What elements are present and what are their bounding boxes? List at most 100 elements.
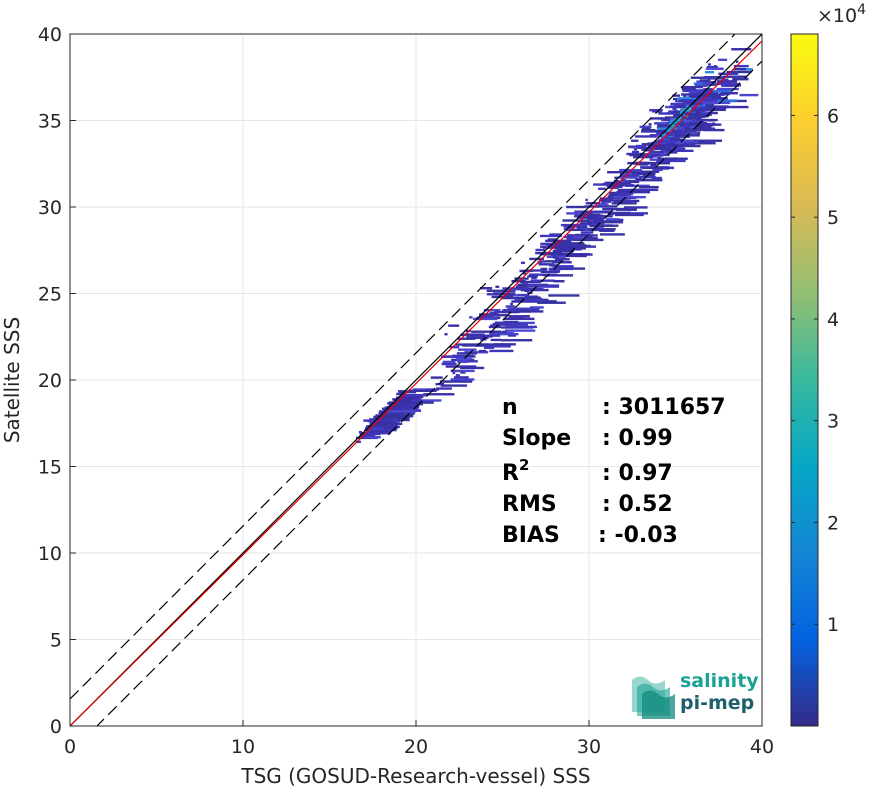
density-cell — [554, 247, 586, 250]
density-cell — [641, 128, 656, 132]
density-cell — [538, 300, 557, 303]
density-cell — [466, 336, 489, 340]
density-cell — [693, 139, 723, 142]
density-cell — [650, 163, 657, 167]
density-cell — [552, 242, 585, 245]
density-cell — [547, 238, 557, 241]
density-cell — [587, 217, 605, 221]
density-cell — [469, 316, 473, 319]
density-cell — [717, 99, 738, 102]
density-cell — [435, 382, 445, 386]
density-cell — [708, 63, 712, 66]
density-cell — [641, 127, 651, 131]
density-cell — [653, 140, 678, 143]
density-cell — [699, 79, 710, 82]
density-cell — [633, 155, 654, 159]
density-cell — [412, 388, 433, 391]
y-tick-label: 35 — [38, 111, 62, 133]
density-cell — [658, 157, 688, 160]
density-cell — [566, 225, 575, 228]
density-cell — [378, 417, 395, 421]
density-cell — [616, 190, 626, 194]
density-cell — [460, 333, 467, 337]
density-cell — [623, 206, 648, 209]
density-cell — [636, 179, 663, 182]
density-cell — [671, 110, 682, 113]
density-cell — [370, 431, 375, 434]
density-cell — [442, 360, 456, 364]
density-cell — [672, 94, 681, 97]
density-cell — [520, 285, 529, 288]
y-tick-label: 30 — [38, 197, 62, 219]
density-cell — [703, 76, 723, 79]
density-cell — [598, 199, 628, 202]
density-cell — [687, 88, 696, 92]
density-cell — [517, 294, 529, 297]
density-cell — [508, 315, 530, 318]
density-cell — [664, 116, 684, 119]
density-cell — [644, 148, 653, 152]
density-cell — [478, 349, 487, 353]
density-cell — [355, 440, 361, 444]
density-cell-core — [673, 121, 678, 124]
density-cell — [640, 130, 664, 133]
density-cell — [629, 153, 646, 157]
density-cell — [658, 112, 675, 115]
density-cell — [697, 100, 722, 103]
density-cell — [688, 109, 704, 112]
density-cell-core — [676, 118, 681, 121]
density-cell — [676, 144, 701, 148]
stat-label-superscript: 2 — [519, 456, 529, 474]
density-cell — [625, 170, 629, 173]
density-cell — [396, 392, 406, 396]
density-cell — [566, 237, 585, 240]
density-cell — [733, 67, 747, 71]
density-cell — [464, 333, 485, 336]
density-cell — [690, 76, 710, 79]
density-cell — [400, 390, 410, 394]
density-cell — [379, 410, 384, 414]
density-cell — [713, 65, 717, 68]
density-cell — [457, 360, 469, 364]
stat-value: : -0.03 — [598, 523, 678, 548]
density-cell — [575, 233, 591, 237]
density-cell — [688, 102, 703, 106]
density-cell — [450, 378, 475, 381]
density-cell — [547, 252, 558, 256]
density-cell — [688, 92, 705, 96]
density-cell — [365, 429, 369, 432]
density-cell — [369, 419, 373, 422]
density-cell — [575, 238, 604, 242]
y-tick-label: 0 — [50, 716, 62, 738]
x-tick-label: 30 — [577, 736, 601, 758]
density-cell — [672, 142, 696, 146]
density-cell — [513, 307, 533, 311]
density-cell — [566, 205, 586, 209]
density-cell — [654, 144, 683, 147]
density-cell — [639, 125, 652, 129]
density-cell — [567, 233, 572, 237]
density-cell — [620, 199, 631, 202]
density-cell — [654, 167, 670, 170]
colorbar-tick-label: 6 — [827, 105, 839, 127]
density-cell — [607, 186, 619, 189]
density-cell — [601, 200, 612, 203]
density-cell — [539, 234, 562, 238]
density-cell — [527, 275, 538, 278]
density-cell — [549, 233, 562, 236]
density-cell — [677, 98, 681, 102]
y-axis-label: Satellite SSS — [0, 317, 24, 443]
density-cell — [527, 297, 543, 301]
density-cell — [501, 296, 533, 300]
density-cell — [552, 256, 559, 259]
density-cell — [675, 105, 686, 109]
density-cell — [576, 226, 588, 229]
density-cell — [445, 365, 477, 368]
density-cell — [452, 371, 456, 375]
density-cell — [495, 323, 528, 326]
density-cell — [505, 329, 536, 332]
density-cell — [660, 148, 665, 151]
density-cell — [453, 376, 469, 379]
density-cell — [583, 213, 601, 217]
density-cell — [528, 284, 560, 287]
